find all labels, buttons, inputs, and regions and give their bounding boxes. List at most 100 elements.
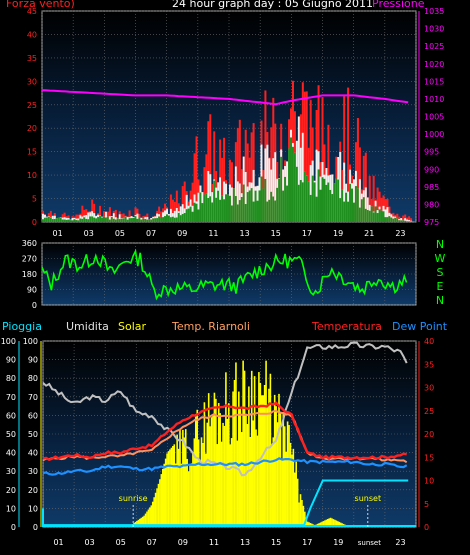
wind-gust-bar [408, 216, 411, 222]
wind-low-bar [227, 194, 230, 222]
wind-low-bar [124, 216, 127, 222]
solar-x-tick-label: 03 [85, 538, 95, 547]
wind-low-bar [148, 219, 151, 222]
wind-low-bar [132, 217, 135, 222]
solar-bar [177, 448, 180, 527]
solar-bar [182, 429, 184, 527]
wind-gust-bar [120, 213, 123, 222]
pressure-tick-label: 1030 [424, 25, 444, 34]
wind-low-bar [390, 217, 393, 222]
wind-low-bar [343, 201, 346, 222]
wind-low-bar [154, 218, 157, 222]
wind-gust-bar [343, 96, 346, 222]
wind-low-bar [325, 184, 328, 222]
rain-tick-label: 10 [6, 504, 16, 513]
solar-bar [286, 421, 289, 527]
solar-bar [299, 494, 302, 527]
wind-low-bar [262, 188, 265, 222]
pressure-tick-label: 990 [424, 165, 439, 174]
wind-low-bar [221, 195, 224, 222]
solar-bar [302, 505, 305, 527]
wind-gust-bar [246, 143, 249, 222]
solar-x-tick-label: 17 [302, 538, 312, 547]
solar-bar [136, 520, 138, 527]
humidity-tick-label: 70 [28, 393, 38, 402]
wind-low-bar [116, 218, 119, 222]
wind-x-tick-label: 21 [364, 229, 374, 238]
rain-tick-label: 100 [1, 337, 16, 346]
wind-low-bar [85, 218, 88, 222]
solar-bar [235, 362, 237, 527]
solar-bar [176, 434, 178, 527]
solar-bar [232, 391, 234, 527]
wind-avg-bar [108, 216, 111, 222]
solar-x-tick-label: 09 [178, 538, 188, 547]
pressure-line [41, 89, 409, 106]
wind-gust-bar [327, 124, 330, 222]
wind-low-bar [329, 189, 332, 222]
wind-low-bar [162, 217, 165, 222]
wind-gust-bar [223, 137, 226, 222]
wind-gust-bar [134, 207, 137, 222]
wind-low-bar [209, 196, 212, 222]
wind-gust-bar [191, 182, 194, 222]
wind-low-bar [370, 206, 373, 222]
wind-gust-bar [128, 210, 131, 222]
solar-x-tick-label: 07 [147, 538, 157, 547]
rain-baseline [42, 508, 416, 527]
wind-gust-bar [380, 197, 383, 222]
wind-x-tick-label: 01 [52, 229, 62, 238]
solar-bar [276, 422, 279, 527]
wind-avg-bar [126, 216, 129, 222]
solar-bar [301, 500, 303, 527]
pressure-axis-title: Pressione [372, 0, 425, 10]
pressure-tick-label: 1000 [424, 130, 444, 139]
wind-gust-bar [213, 131, 216, 222]
solar-bar [321, 521, 323, 527]
rain-tick-label: 70 [6, 393, 16, 402]
wind-low-bar [388, 216, 391, 222]
wind-low-bar [173, 217, 176, 222]
solar-x-tick-label: 23 [395, 538, 405, 547]
wind-low-bar [199, 192, 202, 222]
wind-gust-bar [49, 210, 52, 222]
legend-temperature: Temperatura [312, 320, 382, 333]
wind-low-bar [81, 218, 84, 222]
wind-avg-bar [173, 210, 176, 222]
temp-tick-label: 15 [424, 453, 434, 462]
wind-tick-label: 30 [27, 77, 37, 86]
wind-low-bar [57, 217, 60, 222]
wind-low-bar [99, 216, 102, 222]
wind-gust-bar [81, 205, 84, 222]
solar-bar [157, 483, 160, 527]
humidity-tick-label: 80 [28, 374, 38, 383]
wind-gust-bar [99, 205, 102, 222]
humidity-line [42, 341, 408, 477]
solar-bar [279, 411, 282, 527]
solar-bar [295, 461, 298, 527]
direction-tick-label: 270 [22, 255, 37, 264]
wind-low-bar [240, 197, 243, 222]
wind-low-bar [384, 217, 387, 222]
direction-tick-label: 360 [22, 239, 37, 248]
wind-avg-bar [408, 219, 411, 222]
solar-bar [269, 373, 272, 527]
wind-avg-bar [384, 209, 387, 222]
solar-bar [146, 511, 148, 527]
wind-low-bar [91, 216, 94, 222]
solar-bar [190, 463, 193, 527]
wind-x-tick-label: 13 [239, 229, 249, 238]
wind-low-bar [89, 216, 92, 222]
wind-x-tick-label: 07 [146, 229, 156, 238]
solar-bar [210, 417, 213, 527]
wind-low-bar [47, 216, 50, 222]
wind-low-bar [351, 188, 354, 222]
wind-low-bar [77, 220, 80, 222]
wind-low-bar [408, 221, 411, 222]
solar-bar [329, 517, 332, 527]
wind-low-bar [303, 171, 306, 222]
sunset-tick-label: sunset [358, 539, 381, 547]
wind-avg-bar [112, 213, 115, 222]
wind-x-tick-label: 17 [302, 229, 312, 238]
solar-bar [243, 370, 246, 527]
